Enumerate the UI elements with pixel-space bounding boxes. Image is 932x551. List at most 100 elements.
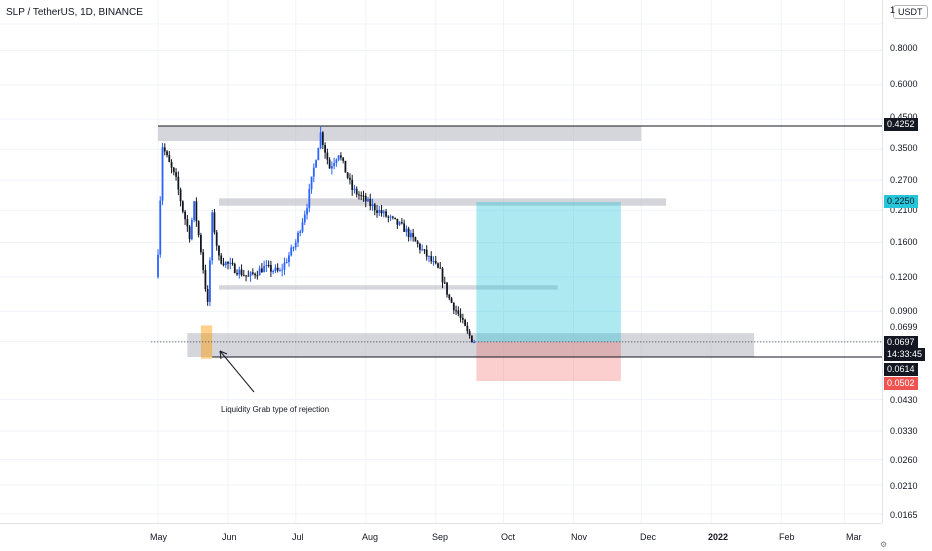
support-zone — [187, 333, 755, 357]
time-tick: Oct — [501, 532, 516, 542]
candle-body — [400, 222, 403, 224]
range-line — [218, 285, 558, 290]
candle-body — [385, 211, 387, 217]
candle-body — [188, 226, 191, 240]
price-tick: 0.4500 — [890, 112, 918, 122]
candle-body — [378, 210, 381, 213]
candle-body — [290, 247, 293, 256]
candle-body — [326, 152, 329, 160]
long-position-stop-zone — [476, 341, 621, 382]
candle-body — [371, 204, 374, 206]
candle-body — [204, 269, 207, 289]
settings-gear-icon[interactable]: ⚙ — [880, 540, 888, 549]
candle-body — [258, 268, 261, 276]
candle-body — [364, 195, 367, 202]
candle-body — [256, 275, 259, 277]
candle-body — [281, 269, 284, 271]
candle-body — [391, 216, 394, 218]
candle-body — [441, 268, 444, 283]
candle-body — [430, 256, 433, 262]
candle-body — [448, 294, 451, 299]
candle-body — [330, 166, 333, 169]
candle-body — [254, 273, 256, 276]
candle-body — [310, 176, 313, 190]
candle-body — [181, 201, 184, 212]
candle-body — [231, 262, 234, 265]
candle-body — [362, 195, 365, 197]
price-tick: 0.0260 — [890, 455, 918, 465]
annotation-arrow-line — [219, 350, 255, 393]
candle-body — [215, 232, 218, 246]
candle-body — [206, 288, 209, 302]
price-tick: 0.0430 — [890, 395, 918, 405]
candle-body — [349, 177, 351, 180]
candle-body — [346, 172, 349, 178]
price-tick: 0.0165 — [890, 510, 918, 520]
price-axis[interactable] — [882, 0, 932, 523]
time-tick: Aug — [362, 532, 379, 542]
candle-body — [389, 216, 392, 218]
candle-body — [263, 265, 266, 273]
candle-body — [166, 151, 168, 156]
candle-body — [344, 160, 347, 173]
candle-body — [439, 267, 442, 269]
support-price-label: 0.0614 — [884, 363, 918, 376]
candle-body — [265, 264, 268, 266]
annotation-arrow-head — [219, 350, 228, 360]
candle-body — [468, 331, 471, 336]
symbol-title[interactable]: SLP / TetherUS, 1D, BINANCE — [6, 7, 143, 18]
time-tick: Nov — [571, 532, 588, 542]
price-tick: 0.0699 — [890, 322, 918, 332]
time-axis[interactable] — [0, 523, 882, 551]
candle-body — [432, 260, 435, 262]
candle-body — [321, 132, 324, 145]
candle-body — [396, 218, 399, 225]
candle-body — [229, 262, 232, 264]
candle-body — [288, 255, 290, 263]
price-tick: 0.3500 — [890, 143, 918, 153]
candle-body — [306, 208, 308, 215]
candle-body — [473, 341, 476, 343]
candle-body — [238, 269, 241, 275]
candle-body — [425, 249, 428, 257]
long-position-target-zone — [476, 201, 621, 342]
candle-body — [373, 204, 376, 211]
candle-body — [428, 256, 430, 258]
candle-body — [457, 310, 460, 314]
candle-body — [161, 147, 164, 201]
candle-body — [387, 216, 390, 218]
liquidity-grab-highlight — [200, 325, 213, 359]
candle-body — [452, 302, 455, 311]
candle-body — [342, 157, 345, 161]
resistance-price-label: 0.4252 — [884, 118, 918, 131]
resistance-zone — [158, 126, 642, 141]
candle-body — [172, 167, 175, 173]
candle-body — [315, 160, 317, 168]
candle-body — [209, 260, 211, 302]
candle-body — [202, 252, 205, 270]
candle-body — [437, 263, 439, 268]
candle-body — [179, 189, 182, 202]
target-price-label: 0.2250 — [884, 195, 918, 208]
candle-body — [459, 313, 462, 318]
candle-body — [170, 161, 173, 168]
candle-body — [294, 242, 297, 248]
candle-body — [466, 325, 469, 332]
candle-body — [175, 172, 177, 177]
candle-body — [461, 317, 464, 320]
time-tick: May — [150, 532, 168, 542]
candle-body — [443, 282, 446, 284]
candle-body — [312, 167, 315, 177]
chart-canvas[interactable] — [0, 0, 882, 523]
candle-body — [292, 247, 295, 249]
candle-body — [270, 265, 272, 272]
candle-body — [421, 249, 424, 251]
candle-body — [177, 176, 180, 190]
currency-badge[interactable]: USDT — [893, 5, 928, 19]
time-tick: Jul — [292, 532, 304, 542]
chart-area[interactable] — [0, 0, 882, 523]
mid-zone — [218, 198, 667, 206]
candle-body — [285, 262, 288, 264]
candle-body — [308, 189, 311, 209]
axis-corner — [882, 523, 932, 550]
